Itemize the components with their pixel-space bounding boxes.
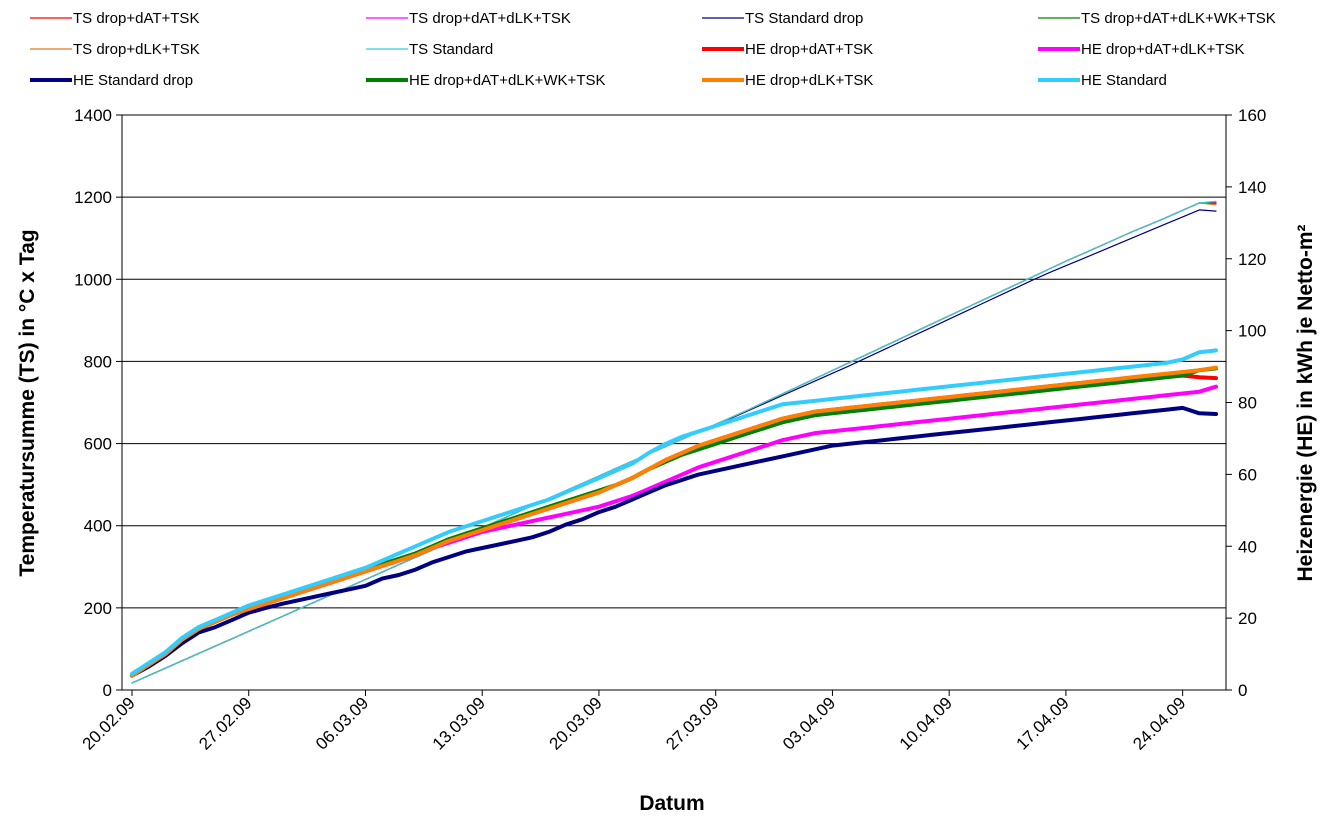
legend-label: HE Standard bbox=[1081, 72, 1167, 89]
series-line bbox=[130, 365, 1218, 678]
legend-item: HE drop+dAT+dLK+TSK bbox=[1038, 41, 1245, 58]
legend-item: TS drop+dAT+TSK bbox=[30, 10, 199, 27]
legend-item: TS Standard drop bbox=[702, 10, 863, 27]
x-tick-label: 20.02.09 bbox=[79, 693, 139, 753]
series-line bbox=[130, 384, 1218, 678]
legend-label: TS drop+dLK+TSK bbox=[73, 41, 200, 58]
legend-label: TS Standard bbox=[409, 41, 493, 58]
y-left-tick-label: 400 bbox=[84, 517, 112, 536]
x-tick-label: 20.03.09 bbox=[546, 693, 606, 753]
y-left-tick-label: 200 bbox=[84, 599, 112, 618]
y-left-tick-label: 1000 bbox=[74, 270, 112, 289]
x-tick-label: 24.04.09 bbox=[1129, 693, 1189, 753]
x-tick-label: 27.03.09 bbox=[662, 693, 722, 753]
legend-label: TS drop+dAT+dLK+TSK bbox=[409, 10, 571, 27]
legend-item: TS drop+dAT+dLK+TSK bbox=[366, 10, 571, 27]
legend-label: HE drop+dAT+dLK+TSK bbox=[1081, 41, 1245, 58]
legend-item: HE Standard bbox=[1038, 72, 1167, 89]
x-tick-label: 03.04.09 bbox=[779, 693, 839, 753]
series-line bbox=[130, 405, 1218, 678]
y-right-tick-label: 80 bbox=[1238, 394, 1257, 413]
legend-label: HE drop+dAT+TSK bbox=[745, 41, 873, 58]
x-axis-title: Datum bbox=[639, 792, 704, 815]
legend-item: TS drop+dLK+TSK bbox=[30, 41, 200, 58]
y-left-tick-label: 1200 bbox=[74, 188, 112, 207]
legend-label: TS drop+dAT+TSK bbox=[73, 10, 199, 27]
y-left-tick-label: 0 bbox=[103, 681, 112, 700]
y-right-tick-label: 40 bbox=[1238, 537, 1257, 556]
y-right-tick-label: 160 bbox=[1238, 106, 1266, 125]
x-tick-label: 13.03.09 bbox=[429, 693, 489, 753]
legend-label: TS Standard drop bbox=[745, 10, 863, 27]
series-line bbox=[130, 348, 1218, 676]
series-line bbox=[131, 200, 1217, 684]
x-tick-label: 10.04.09 bbox=[896, 693, 956, 753]
y-axis-right-title: Heizenergie (HE) in kWh je Netto-m² bbox=[1294, 224, 1317, 581]
legend-item: HE drop+dLK+TSK bbox=[702, 72, 873, 89]
y-right-tick-label: 60 bbox=[1238, 465, 1257, 484]
legend: TS drop+dAT+TSK TS drop+dAT+dLK+TSK TS Sta… bbox=[30, 10, 1276, 89]
legend-item: HE Standard drop bbox=[30, 72, 193, 89]
legend-item: HE drop+dAT+TSK bbox=[702, 41, 873, 58]
grid bbox=[122, 114, 1226, 609]
y-left-tick-label: 800 bbox=[84, 352, 112, 371]
legend-label: HE Standard drop bbox=[73, 72, 193, 89]
y-left-tick-label: 600 bbox=[84, 435, 112, 454]
y-right-tick-label: 140 bbox=[1238, 178, 1266, 197]
axes: 0 200 400 600 800 1000 1200 1400 0 20 40 60 80 100 120… bbox=[74, 106, 1266, 754]
x-tick-label: 06.03.09 bbox=[312, 693, 372, 753]
legend-label: HE drop+dLK+TSK bbox=[745, 72, 873, 89]
series-line bbox=[131, 209, 1217, 684]
series-group bbox=[130, 200, 1218, 684]
legend-item: TS drop+dAT+dLK+WK+TSK bbox=[1038, 10, 1276, 27]
y-right-tick-label: 120 bbox=[1238, 250, 1266, 269]
y-right-tick-label: 100 bbox=[1238, 322, 1266, 341]
series-line bbox=[130, 366, 1218, 678]
legend-label: TS drop+dAT+dLK+WK+TSK bbox=[1081, 10, 1276, 27]
legend-item: HE drop+dAT+dLK+WK+TSK bbox=[366, 72, 606, 89]
x-tick-label: 17.04.09 bbox=[1012, 693, 1072, 753]
legend-item: TS Standard bbox=[366, 41, 493, 58]
y-right-tick-label: 0 bbox=[1238, 681, 1247, 700]
y-axis-left-title: Temperatursumme (TS) in °C x Tag bbox=[16, 229, 39, 576]
y-left-tick-label: 1400 bbox=[74, 106, 112, 125]
y-right-tick-label: 20 bbox=[1238, 609, 1257, 628]
legend-label: HE drop+dAT+dLK+WK+TSK bbox=[409, 72, 606, 89]
x-tick-label: 27.02.09 bbox=[195, 693, 255, 753]
